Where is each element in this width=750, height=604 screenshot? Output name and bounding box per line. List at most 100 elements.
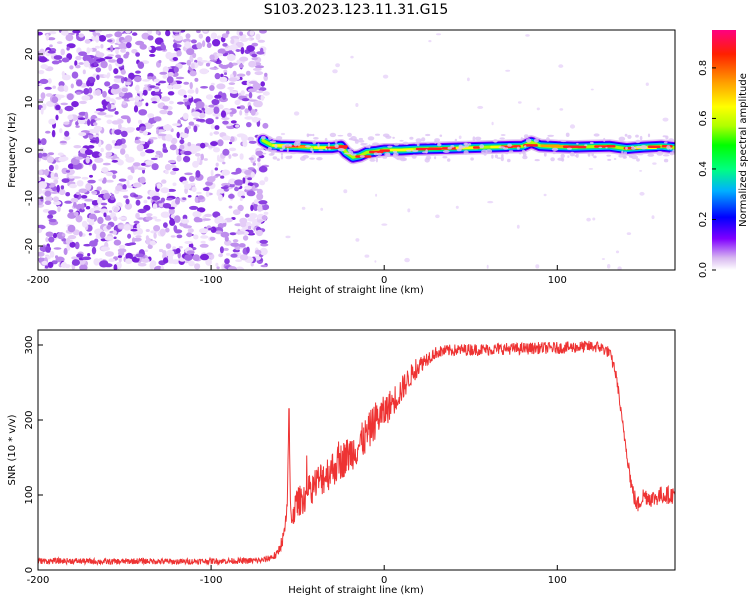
noise-blob	[107, 54, 114, 57]
noise-blob	[242, 140, 248, 148]
noise-blob	[242, 235, 249, 241]
noise-blob	[99, 231, 106, 239]
ridge-halo	[375, 157, 378, 163]
noise-blob	[241, 134, 248, 142]
noise-blob	[239, 105, 246, 110]
noise-speck	[535, 264, 540, 269]
noise-blob	[118, 123, 122, 130]
noise-blob	[249, 30, 255, 36]
noise-speck	[586, 217, 591, 222]
noise-blob	[154, 154, 160, 158]
noise-blob	[145, 102, 149, 107]
noise-blob	[103, 177, 107, 184]
noise-blob	[38, 176, 41, 182]
noise-blob	[250, 157, 254, 161]
noise-blob	[157, 133, 167, 137]
noise-blob	[212, 112, 222, 117]
noise-blob	[75, 79, 83, 87]
noise-blob	[131, 49, 138, 54]
noise-blob	[261, 204, 270, 211]
ridge-halo	[289, 155, 293, 159]
noise-blob	[254, 71, 264, 76]
noise-blob	[158, 60, 162, 64]
noise-blob	[143, 199, 148, 204]
noise-blob	[125, 156, 135, 163]
noise-blob	[255, 90, 264, 94]
noise-speck	[516, 224, 520, 229]
ridge-halo	[334, 139, 338, 144]
noise-blob	[168, 100, 174, 105]
ridge-halo	[566, 147, 572, 150]
noise-blob	[99, 260, 109, 268]
noise-blob	[87, 145, 95, 149]
noise-blob	[104, 215, 112, 221]
noise-blob	[195, 87, 199, 95]
noise-blob	[149, 240, 156, 246]
noise-blob	[231, 153, 239, 157]
noise-blob	[230, 91, 238, 94]
noise-blob	[134, 86, 139, 91]
ridge-halo	[270, 149, 277, 152]
noise-blob	[78, 188, 88, 194]
y-tick-label: 0	[24, 567, 35, 573]
noise-blob	[115, 54, 121, 59]
noise-blob	[220, 64, 229, 69]
noise-speck	[558, 64, 564, 68]
noise-blob	[40, 195, 44, 202]
noise-blob	[189, 54, 194, 63]
noise-blob	[54, 164, 59, 170]
ridge-halo	[360, 142, 367, 146]
ridge-halo	[584, 144, 588, 147]
noise-blob	[115, 48, 119, 55]
ridge-halo	[523, 134, 529, 139]
noise-blob	[183, 150, 192, 156]
noise-blob	[106, 74, 110, 79]
noise-blob	[59, 140, 67, 144]
noise-blob	[220, 73, 224, 78]
ridge-halo	[280, 155, 284, 160]
noise-blob	[203, 187, 210, 191]
ridge-halo	[606, 154, 611, 157]
ridge-halo	[421, 137, 426, 142]
ridge-halo	[494, 154, 498, 159]
ridge-halo	[576, 142, 579, 145]
noise-blob	[91, 151, 101, 159]
noise-blob	[214, 72, 221, 80]
ridge-halo	[276, 158, 280, 161]
noise-blob	[192, 254, 200, 261]
ridge-halo	[472, 136, 476, 142]
ridge-halo	[306, 133, 310, 138]
ridge-halo	[434, 140, 437, 144]
noise-blob	[63, 135, 71, 141]
noise-blob	[205, 118, 214, 125]
noise-blob	[241, 98, 250, 102]
noise-blob	[87, 129, 97, 134]
ridge-halo	[565, 132, 570, 137]
noise-blob	[183, 156, 191, 163]
noise-blob	[256, 229, 263, 237]
ridge-halo	[552, 151, 557, 155]
noise-blob	[114, 31, 123, 38]
noise-blob	[103, 212, 107, 218]
ridge-halo	[329, 132, 337, 138]
noise-blob	[176, 50, 182, 57]
noise-blob	[94, 117, 102, 121]
ridge-halo	[318, 149, 324, 151]
noise-speck	[588, 168, 594, 170]
noise-blob	[236, 106, 241, 109]
ridge-halo	[623, 155, 627, 159]
noise-blob	[199, 228, 209, 234]
noise-blob	[174, 229, 183, 234]
noise-blob	[235, 231, 245, 235]
noise-blob	[239, 110, 243, 116]
noise-blob	[147, 46, 152, 51]
noise-blob	[204, 213, 213, 218]
noise-blob	[188, 175, 195, 182]
noise-blob	[195, 152, 201, 157]
noise-blob	[68, 175, 75, 179]
ridge-halo	[369, 158, 376, 162]
noise-blob	[250, 261, 254, 267]
noise-blob	[61, 74, 71, 81]
noise-blob	[248, 140, 257, 144]
